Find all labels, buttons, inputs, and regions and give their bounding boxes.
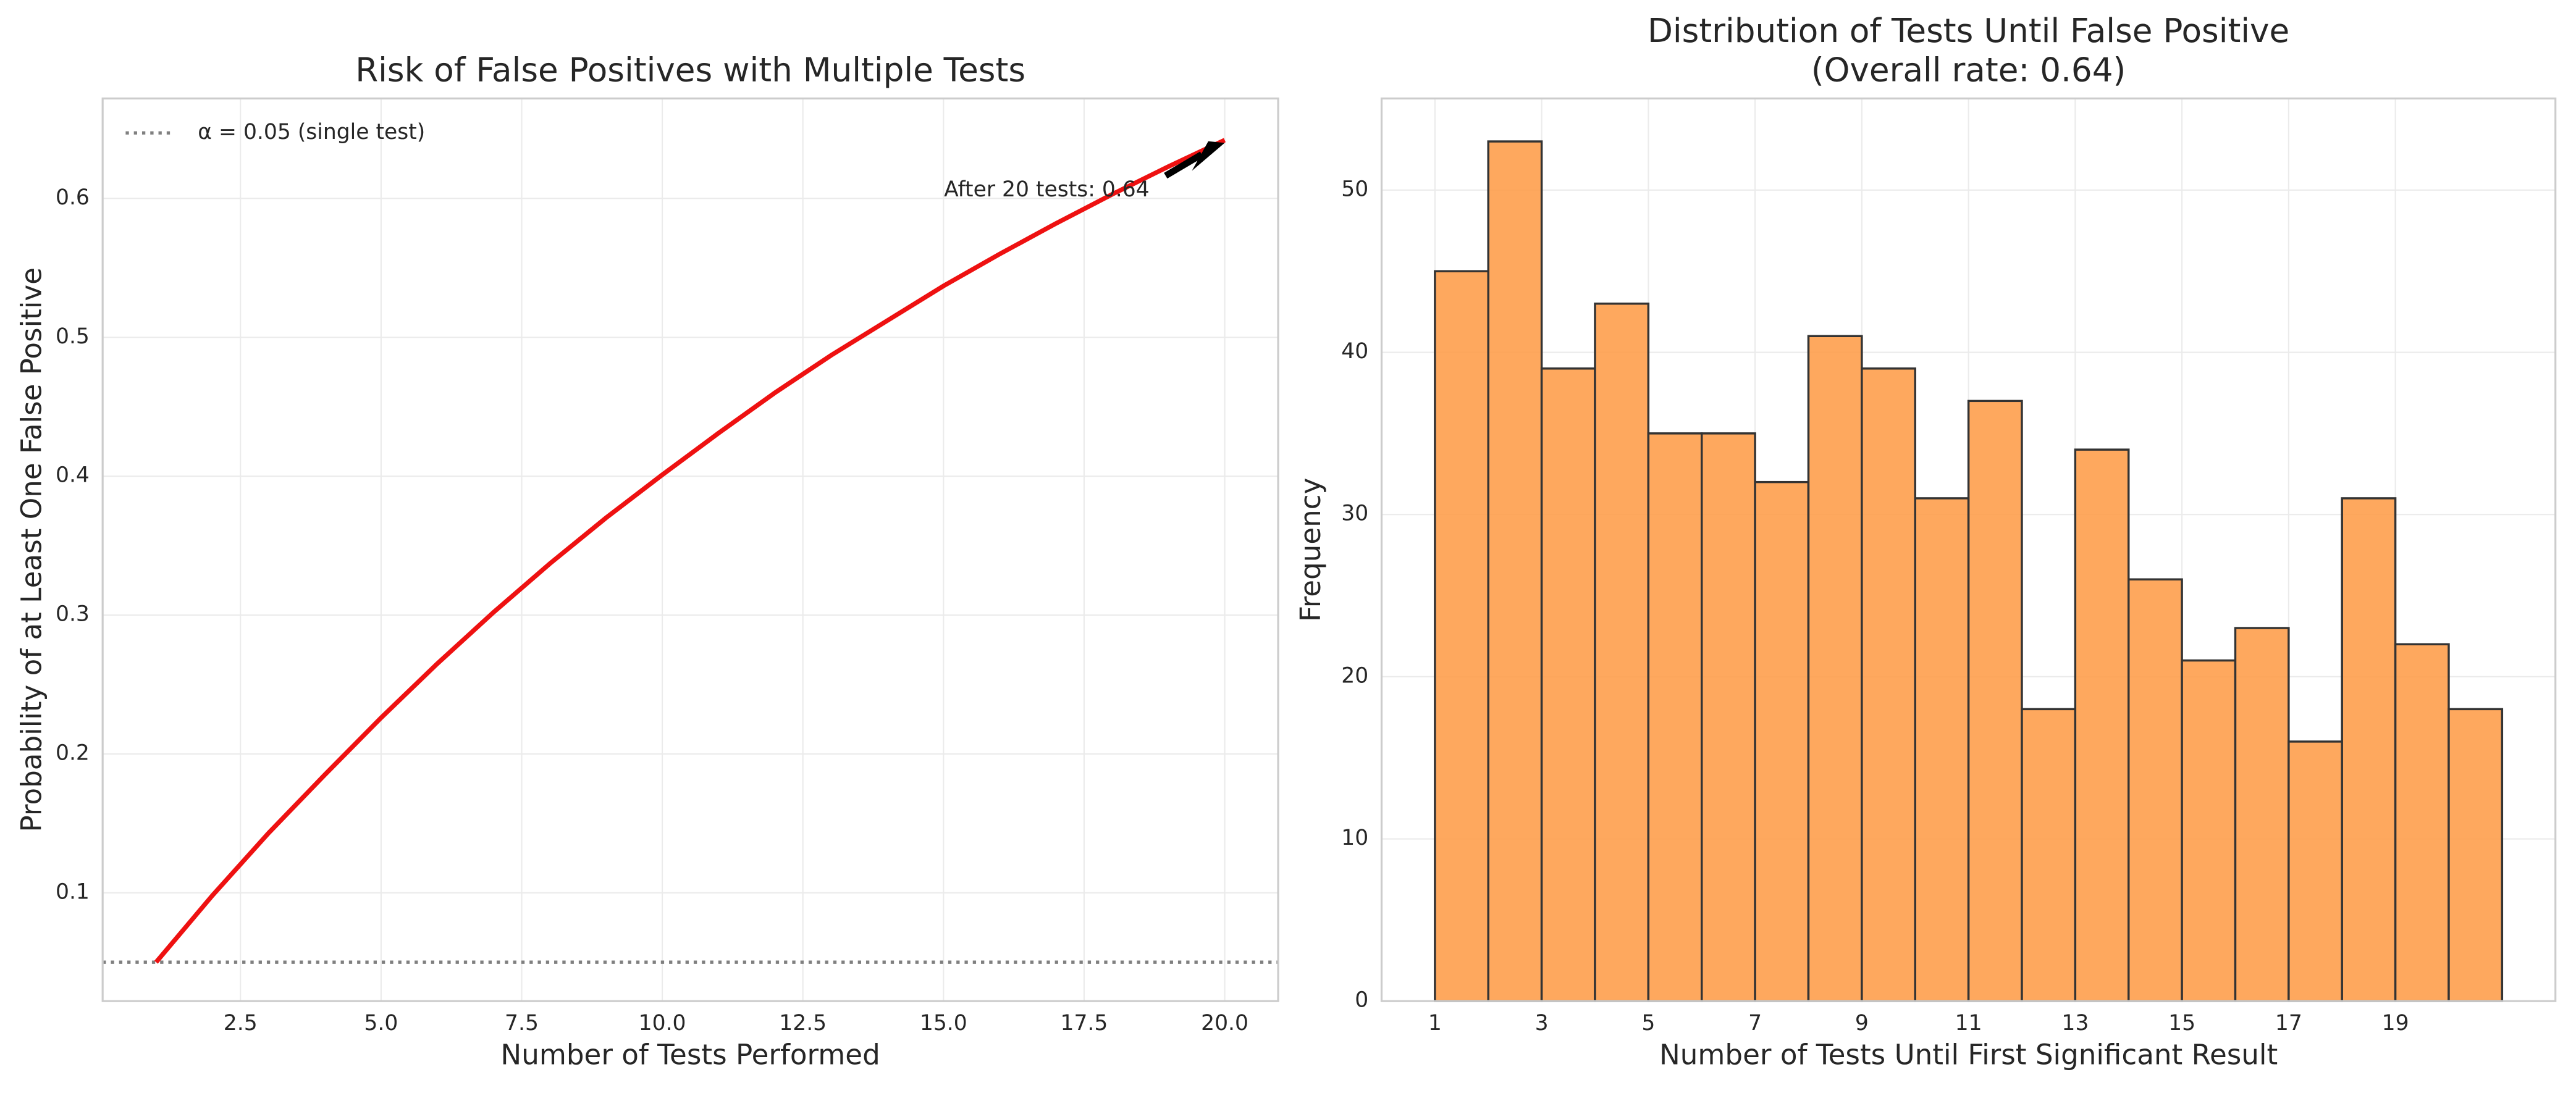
x-tick-label: 5 — [1641, 1011, 1655, 1036]
bar — [1434, 270, 1489, 1002]
bar — [2234, 627, 2290, 1002]
y-tick-label: 0 — [1355, 988, 1368, 1013]
x-tick-label: 7 — [1748, 1011, 1762, 1036]
x-tick-label: 13 — [2061, 1011, 2089, 1036]
bar — [2448, 708, 2504, 1002]
y-tick-label: 0.4 — [56, 463, 90, 488]
plot-frame — [101, 97, 1279, 1002]
x-tick-label: 10.0 — [639, 1011, 686, 1036]
x-tick-label: 1 — [1428, 1011, 1442, 1036]
x-tick-label: 2.5 — [224, 1011, 258, 1036]
chart-title: Risk of False Positives with Multiple Te… — [355, 51, 1025, 90]
bar — [2021, 708, 2077, 1002]
y-tick-label: 0.3 — [56, 602, 90, 627]
y-tick-label: 0.6 — [56, 185, 90, 210]
legend-label: α = 0.05 (single test) — [198, 120, 425, 144]
y-tick-label: 0.1 — [56, 879, 90, 904]
y-tick-label: 20 — [1341, 663, 1368, 688]
x-tick-label: 9 — [1855, 1011, 1869, 1036]
x-tick-label: 7.5 — [505, 1011, 539, 1036]
y-tick-label: 0.5 — [56, 324, 90, 349]
x-tick-label: 19 — [2382, 1011, 2409, 1036]
bar — [2074, 448, 2130, 1002]
x-tick-label: 20.0 — [1201, 1011, 1248, 1036]
x-tick-label: 15 — [2168, 1011, 2195, 1036]
line — [154, 138, 1226, 964]
annotation-arrowhead — [1192, 141, 1225, 171]
x-axis-label: Number of Tests Until First Significant … — [1659, 1039, 2278, 1071]
x-tick-label: 5.0 — [364, 1011, 398, 1036]
y-tick-label: 30 — [1341, 501, 1368, 526]
y-tick-label: 40 — [1341, 339, 1368, 364]
y-axis-label: Frequency — [1294, 478, 1327, 622]
bar — [2181, 659, 2237, 1002]
bar — [2288, 740, 2343, 1002]
x-tick-label: 11 — [1955, 1011, 1982, 1036]
bar — [1647, 432, 1703, 1002]
annotation: After 20 tests: 0.64 — [944, 177, 1150, 202]
bar — [1861, 367, 1916, 1002]
y-tick-label: 50 — [1341, 177, 1368, 201]
plot-frame — [1380, 97, 2557, 1002]
x-tick-label: 3 — [1535, 1011, 1549, 1036]
x-axis-label: Number of Tests Performed — [500, 1039, 880, 1071]
annotation-arrow — [1164, 151, 1204, 179]
x-tick-label: 15.0 — [920, 1011, 967, 1036]
x-tick-label: 17.5 — [1060, 1011, 1108, 1036]
y-tick-label: 10 — [1341, 826, 1368, 850]
bar — [1914, 497, 1970, 1002]
bar — [1807, 335, 1863, 1002]
x-tick-label: 12.5 — [779, 1011, 827, 1036]
bar — [1967, 400, 2023, 1002]
bar — [2127, 578, 2183, 1002]
y-tick-label: 0.2 — [56, 740, 90, 765]
bar — [1487, 140, 1543, 1002]
chart-title: (Overall rate: 0.64) — [1811, 51, 2126, 90]
y-axis-label: Probability of at Least One False Positi… — [15, 267, 48, 832]
bar — [1701, 432, 1756, 1002]
bar — [1594, 302, 1650, 1002]
bar — [1754, 480, 1810, 1002]
bar — [1540, 367, 1596, 1002]
bar — [2341, 497, 2397, 1002]
chart-title: Distribution of Tests Until False Positi… — [1648, 12, 2289, 50]
bar — [2394, 643, 2450, 1002]
x-tick-label: 17 — [2275, 1011, 2302, 1036]
